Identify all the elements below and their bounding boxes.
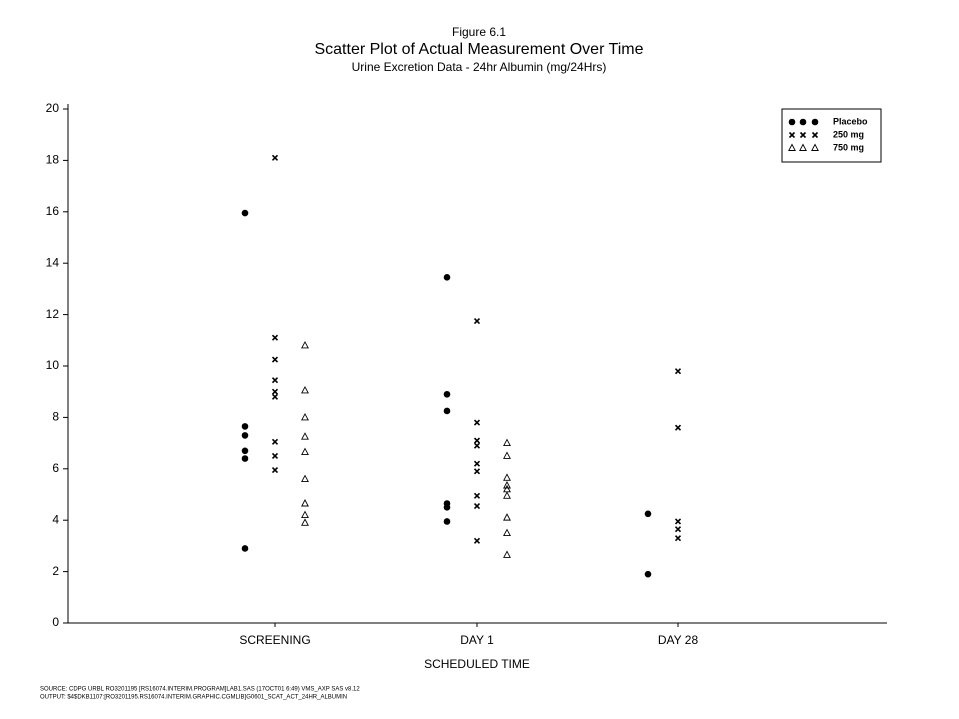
point (473, 442, 481, 449)
point (473, 460, 481, 467)
y-tick-label: 4 (52, 512, 59, 526)
point (674, 526, 682, 533)
y-tick-label: 20 (46, 101, 60, 115)
point (644, 510, 652, 518)
point (503, 528, 511, 536)
point (473, 537, 481, 544)
legend-label: 750 mg (833, 142, 864, 152)
y-tick-label: 0 (52, 615, 59, 629)
point (301, 518, 309, 526)
point (443, 504, 451, 511)
legend-box (781, 108, 882, 163)
point (301, 385, 309, 394)
point (473, 437, 481, 444)
point (241, 423, 249, 430)
point (271, 334, 279, 341)
point (503, 438, 511, 447)
point (799, 118, 807, 126)
x-tick-label: SCREENING (239, 633, 310, 647)
x-axis-label: SCHEDULED TIME (424, 657, 530, 671)
x-tick-label: DAY 28 (658, 633, 699, 647)
point (301, 340, 309, 349)
y-tick-label: 6 (52, 461, 59, 475)
point (271, 377, 279, 384)
point (811, 118, 819, 126)
point (674, 535, 682, 542)
point (674, 518, 682, 525)
point (271, 452, 279, 460)
point (788, 143, 796, 151)
point (674, 368, 682, 375)
point (301, 474, 309, 483)
point (811, 131, 819, 139)
figure-label: Figure 6.1 (452, 25, 506, 39)
point (301, 510, 309, 519)
chart-subtitle: Urine Excretion Data - 24hr Albumin (mg/… (352, 60, 607, 74)
y-tick-label: 18 (46, 153, 60, 167)
point (271, 393, 279, 400)
point (788, 131, 796, 139)
point (301, 432, 309, 440)
point (473, 468, 481, 475)
point (271, 438, 279, 445)
point (503, 473, 511, 481)
point (788, 118, 796, 126)
legend-label: Placebo (833, 116, 868, 126)
point (473, 419, 481, 426)
point (301, 499, 309, 507)
chart-title: Scatter Plot of Actual Measurement Over … (314, 41, 643, 58)
point (473, 502, 481, 510)
point (241, 455, 249, 462)
y-tick-label: 2 (52, 564, 59, 578)
point (473, 492, 481, 499)
point (271, 154, 279, 161)
point (241, 545, 249, 552)
point (271, 356, 279, 363)
point (799, 131, 807, 139)
point (644, 570, 652, 578)
y-tick-label: 16 (46, 204, 60, 218)
point (503, 451, 511, 459)
point (443, 390, 451, 398)
point (443, 274, 451, 281)
point (503, 481, 511, 489)
point (811, 143, 819, 151)
point (503, 550, 511, 558)
point (241, 447, 249, 455)
footnote: OUTPUT: $4$DKB1107:[RO3201195.RS16074.IN… (40, 695, 347, 701)
point (241, 432, 249, 439)
point (301, 412, 309, 421)
y-tick-label: 10 (46, 358, 60, 372)
point (503, 491, 511, 499)
y-tick-label: 12 (46, 307, 60, 321)
y-tick-label: 14 (46, 255, 60, 269)
footnote: SOURCE: CDPG URBL RO3201195 [RS16074.INT… (40, 687, 360, 693)
point (674, 424, 682, 431)
point (271, 388, 279, 395)
point (503, 513, 511, 521)
point (301, 447, 309, 456)
point (443, 518, 451, 525)
legend-label: 250 mg (833, 129, 864, 139)
point (271, 467, 279, 474)
point (799, 143, 807, 151)
point (241, 209, 249, 217)
point (443, 407, 451, 415)
y-tick-label: 8 (52, 410, 59, 424)
x-tick-label: DAY 1 (460, 633, 494, 647)
point (473, 317, 481, 325)
